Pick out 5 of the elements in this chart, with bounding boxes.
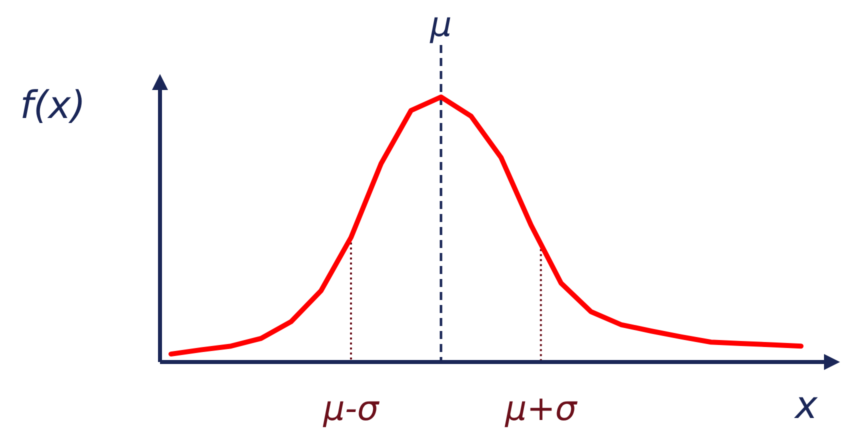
text: μ	[429, 5, 452, 45]
text: μ+σ	[504, 389, 578, 429]
y-axis-title: f(x)	[20, 83, 86, 127]
text: μ-σ	[322, 389, 380, 429]
x-axis-title: x	[794, 383, 818, 427]
